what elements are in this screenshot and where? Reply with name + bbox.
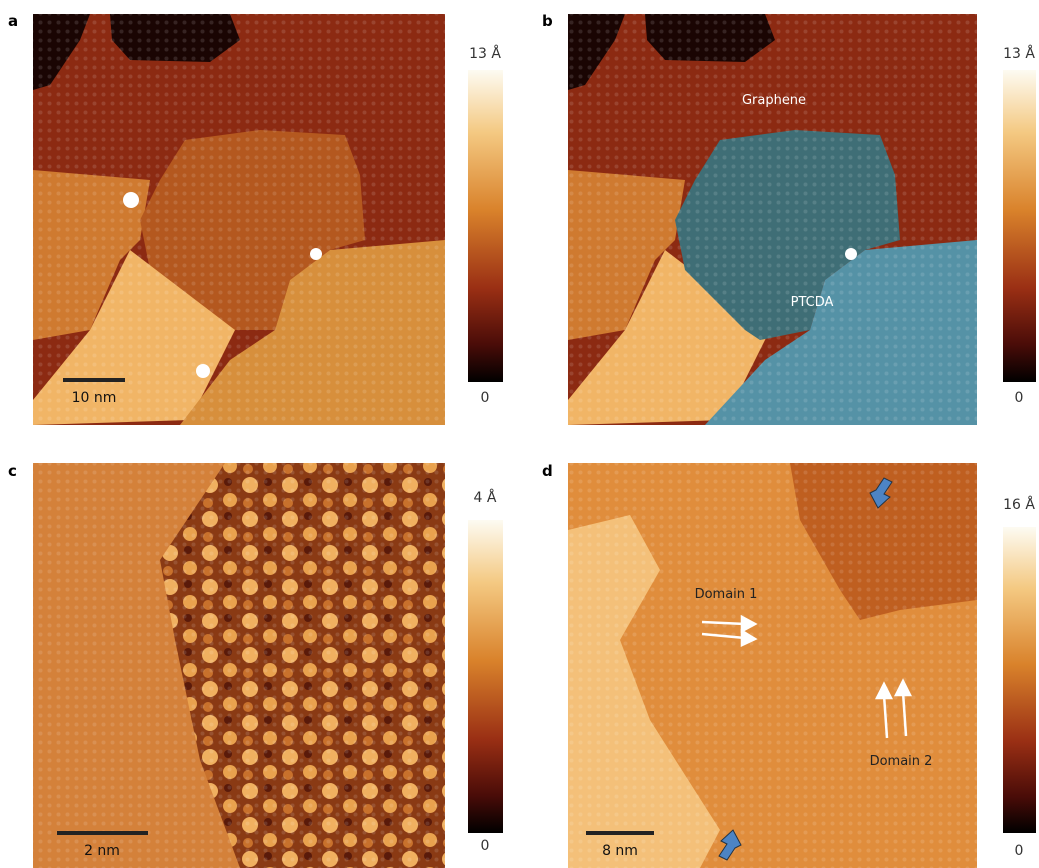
- adsorbate: [123, 192, 139, 208]
- adsorbate: [845, 248, 857, 260]
- page: a 10 nm 13 Å 0 b Graphene PTCDA 13 Å 0 c…: [0, 0, 1039, 868]
- texture: [568, 14, 977, 425]
- colorbar: [1003, 527, 1036, 833]
- colorbar-max: 4 Å: [474, 489, 497, 506]
- colorbar: [468, 70, 503, 382]
- adsorbate: [310, 248, 322, 260]
- colorbar-max: 16 Å: [1003, 496, 1035, 513]
- panel-label: c: [8, 462, 17, 480]
- colorbar-min: 0: [1015, 843, 1024, 859]
- panel-label: d: [542, 462, 553, 480]
- colorbar-min: 0: [481, 390, 490, 406]
- figure: a 10 nm 13 Å 0 b Graphene PTCDA 13 Å 0 c…: [0, 0, 1039, 868]
- scale-bar-label: 10 nm: [72, 390, 117, 406]
- colorbar-max: 13 Å: [1003, 45, 1035, 62]
- annotation: Domain 2: [870, 754, 933, 769]
- colorbar-max: 13 Å: [469, 45, 501, 62]
- panel-label: a: [8, 12, 18, 30]
- texture: [33, 463, 445, 868]
- texture: [568, 463, 977, 868]
- panel-d: d Domain 1 Domain 2 8 nm 16 Å 0: [542, 462, 1036, 868]
- annotation: PTCDA: [791, 295, 834, 310]
- colorbar: [1003, 70, 1036, 382]
- texture: [33, 14, 445, 425]
- panel-label: b: [542, 12, 553, 30]
- adsorbate: [196, 364, 210, 378]
- colorbar-min: 0: [1015, 390, 1024, 406]
- panel-c: c 2 nm 4 Å 0: [8, 462, 503, 868]
- panel-a: a 10 nm 13 Å 0: [8, 12, 503, 425]
- scale-bar-label: 2 nm: [84, 843, 120, 859]
- scale-bar-label: 8 nm: [602, 843, 638, 859]
- colorbar: [468, 520, 503, 833]
- annotation: Graphene: [742, 93, 806, 108]
- panel-b: b Graphene PTCDA 13 Å 0: [542, 12, 1036, 425]
- colorbar-min: 0: [481, 838, 490, 854]
- annotation: Domain 1: [695, 587, 758, 602]
